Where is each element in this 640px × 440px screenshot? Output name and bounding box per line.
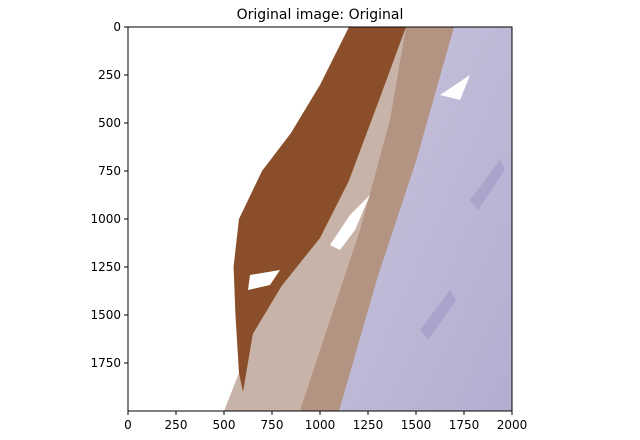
x-tick-label: 1750	[449, 418, 480, 432]
chart-title: Original image: Original	[237, 7, 404, 23]
x-tick-label: 250	[165, 418, 188, 432]
x-tick-label: 0	[124, 418, 132, 432]
y-tick-label: 1500	[90, 308, 121, 322]
x-tick-label: 1000	[305, 418, 336, 432]
y-tick-label: 1250	[90, 260, 121, 274]
x-tick-label: 500	[213, 418, 236, 432]
y-tick-label: 1750	[90, 356, 121, 370]
x-tick-label: 1500	[401, 418, 432, 432]
x-tick-label: 2000	[497, 418, 528, 432]
x-tick-label: 750	[261, 418, 284, 432]
y-tick-label: 500	[98, 116, 121, 130]
image	[128, 27, 512, 411]
y-tick-label: 1000	[90, 212, 121, 226]
x-tick-label: 1250	[353, 418, 384, 432]
y-tick-label: 0	[113, 20, 121, 34]
y-tick-label: 250	[98, 68, 121, 82]
y-tick-label: 750	[98, 164, 121, 178]
